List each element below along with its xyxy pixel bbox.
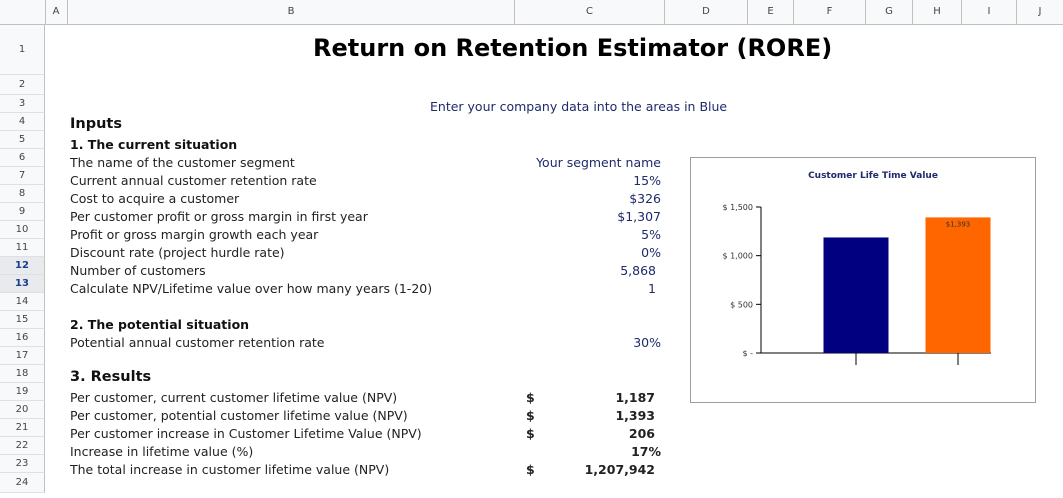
current-clv-label: Per customer, current customer lifetime … bbox=[70, 390, 398, 405]
row-header-6[interactable]: 6 bbox=[0, 149, 45, 167]
column-header-b[interactable]: B bbox=[68, 0, 515, 24]
y-tick-label: $ 1,500 bbox=[722, 203, 753, 212]
segment-name-label: The name of the customer segment bbox=[70, 155, 295, 170]
row-header-5[interactable]: 5 bbox=[0, 131, 45, 149]
instructions-text: Enter your company data into the areas i… bbox=[430, 99, 728, 114]
section-potential-heading: 2. The potential situation bbox=[70, 317, 250, 332]
column-header-j[interactable]: J bbox=[1038, 6, 1042, 17]
years-label: Calculate NPV/Lifetime value over how ma… bbox=[70, 281, 433, 296]
row-header-23[interactable]: 23 bbox=[0, 455, 45, 473]
row-header-24[interactable]: 24 bbox=[0, 473, 45, 493]
row-header-12[interactable]: 12 bbox=[0, 257, 45, 275]
customers-count-cell[interactable]: 5,868 bbox=[620, 263, 656, 278]
column-header-e[interactable]: E bbox=[748, 0, 794, 24]
current-clv-value[interactable]: 1,187 bbox=[615, 390, 655, 405]
row-header-22[interactable]: 22 bbox=[0, 437, 45, 455]
acquisition-cost-cell[interactable]: $326 bbox=[629, 191, 661, 206]
total-increase-label: The total increase in customer lifetime … bbox=[70, 462, 390, 477]
customers-count-label: Number of customers bbox=[70, 263, 206, 278]
results-heading: 3. Results bbox=[70, 369, 152, 385]
retention-rate-cell[interactable]: 15% bbox=[633, 173, 661, 188]
row-header-7[interactable]: 7 bbox=[0, 167, 45, 185]
column-header-bar: A B C D E F G H I J bbox=[0, 0, 1063, 25]
row-header-8[interactable]: 8 bbox=[0, 185, 45, 203]
column-header-a[interactable]: A bbox=[45, 0, 68, 24]
column-header-g[interactable]: G bbox=[866, 0, 913, 24]
lifetime-increase-pct-label: Increase in lifetime value (%) bbox=[70, 444, 254, 459]
total-increase-value[interactable]: 1,207,942 bbox=[584, 462, 655, 477]
row-header-9[interactable]: 9 bbox=[0, 203, 45, 221]
row-header-19[interactable]: 19 bbox=[0, 383, 45, 401]
total-increase-currency: $ bbox=[526, 462, 535, 477]
row-header-16[interactable]: 16 bbox=[0, 329, 45, 347]
chart-title: Customer Life Time Value bbox=[808, 171, 938, 181]
years-cell[interactable]: 1 bbox=[648, 281, 656, 296]
y-tick-label: $ 1,000 bbox=[722, 252, 753, 261]
potential-clv-value[interactable]: 1,393 bbox=[615, 408, 655, 423]
first-year-margin-cell[interactable]: $1,307 bbox=[617, 209, 661, 224]
discount-rate-cell[interactable]: 0% bbox=[641, 245, 661, 260]
column-header-h[interactable]: H bbox=[913, 0, 962, 24]
row-header-10[interactable]: 10 bbox=[0, 221, 45, 239]
clv-increase-currency: $ bbox=[526, 426, 535, 441]
column-header-d[interactable]: D bbox=[665, 0, 748, 24]
row-header-1[interactable]: 1 bbox=[0, 25, 45, 75]
segment-name-cell[interactable]: Your segment name bbox=[536, 155, 661, 170]
margin-growth-cell[interactable]: 5% bbox=[641, 227, 661, 242]
row-header-18[interactable]: 18 bbox=[0, 365, 45, 383]
potential-retention-cell[interactable]: 30% bbox=[633, 335, 661, 350]
y-tick-label: $ - bbox=[742, 349, 753, 358]
row-header-20[interactable]: 20 bbox=[0, 401, 45, 419]
clv-increase-label: Per customer increase in Customer Lifeti… bbox=[70, 426, 422, 441]
potential-clv-label: Per customer, potential customer lifetim… bbox=[70, 408, 408, 423]
margin-growth-label: Profit or gross margin growth each year bbox=[70, 227, 319, 242]
row-header-3[interactable]: 3 bbox=[0, 95, 45, 113]
select-all-corner[interactable] bbox=[0, 0, 46, 24]
column-header-i[interactable]: I bbox=[962, 0, 1017, 24]
row-header-11[interactable]: 11 bbox=[0, 239, 45, 257]
row-header-17[interactable]: 17 bbox=[0, 347, 45, 365]
current-clv-currency: $ bbox=[526, 390, 535, 405]
inputs-heading: Inputs bbox=[70, 116, 122, 132]
retention-rate-label: Current annual customer retention rate bbox=[70, 173, 317, 188]
potential-retention-label: Potential annual customer retention rate bbox=[70, 335, 325, 350]
y-tick-label: $ 500 bbox=[730, 300, 753, 309]
data-label: $1,393 bbox=[946, 220, 971, 228]
row-header-21[interactable]: 21 bbox=[0, 419, 45, 437]
page-title: Return on Retention Estimator (RORE) bbox=[313, 34, 833, 62]
potential-clv-currency: $ bbox=[526, 408, 535, 423]
acquisition-cost-label: Cost to acquire a customer bbox=[70, 191, 240, 206]
row-header-4[interactable]: 4 bbox=[0, 113, 45, 131]
chart-bar bbox=[925, 217, 991, 353]
discount-rate-label: Discount rate (project hurdle rate) bbox=[70, 245, 285, 260]
clv-chart-svg: Customer Life Time Value $ - $ 500 $ 1,000 $… bbox=[722, 171, 991, 365]
column-header-f[interactable]: F bbox=[794, 0, 866, 24]
section-current-heading: 1. The current situation bbox=[70, 137, 238, 152]
row-header-2[interactable]: 2 bbox=[0, 75, 45, 95]
row-header-14[interactable]: 14 bbox=[0, 293, 45, 311]
row-header-15[interactable]: 15 bbox=[0, 311, 45, 329]
row-header-13[interactable]: 13 bbox=[0, 275, 45, 293]
first-year-margin-label: Per customer profit or gross margin in f… bbox=[70, 209, 368, 224]
clv-increase-value[interactable]: 206 bbox=[628, 426, 655, 441]
lifetime-increase-pct-value[interactable]: 17% bbox=[631, 444, 661, 459]
column-header-c[interactable]: C bbox=[515, 0, 665, 24]
chart-bar bbox=[823, 237, 889, 353]
clv-chart[interactable]: Customer Life Time Value $ - $ 500 $ 1,000 $… bbox=[690, 157, 1036, 403]
